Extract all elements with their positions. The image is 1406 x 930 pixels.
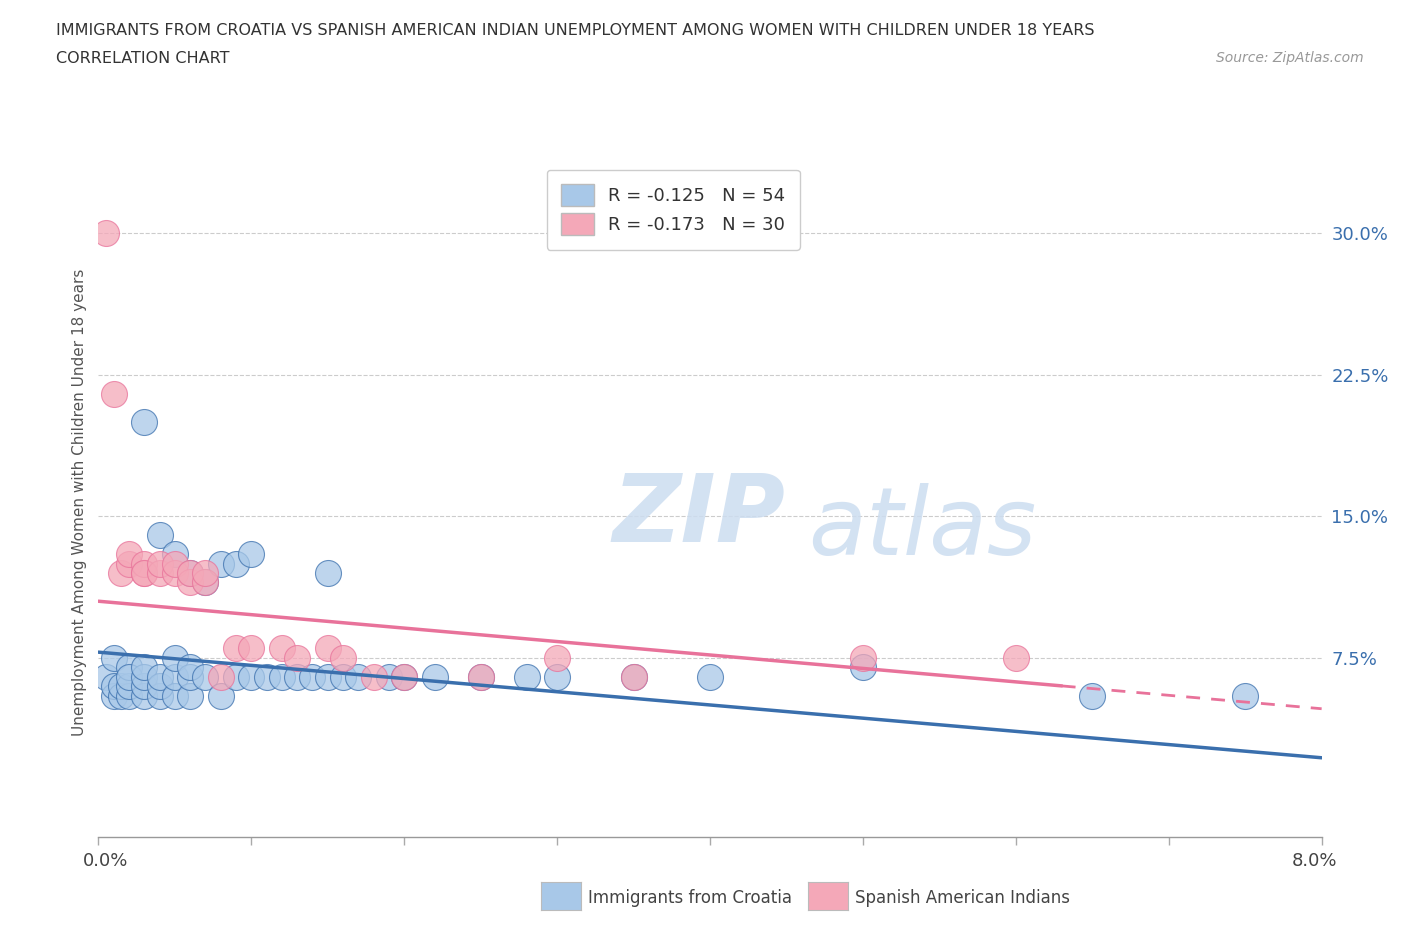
Point bbox=[118, 556, 141, 571]
Point bbox=[423, 670, 446, 684]
Point bbox=[316, 670, 339, 684]
Point bbox=[149, 670, 172, 684]
Point bbox=[118, 547, 141, 562]
Point bbox=[118, 659, 141, 674]
Point bbox=[1234, 688, 1257, 703]
Point bbox=[134, 688, 156, 703]
Point bbox=[94, 226, 117, 241]
Point bbox=[209, 670, 232, 684]
Point bbox=[179, 659, 201, 674]
Point bbox=[103, 688, 125, 703]
Point bbox=[225, 556, 247, 571]
Point bbox=[134, 679, 156, 694]
Point bbox=[270, 670, 294, 684]
Point bbox=[103, 679, 125, 694]
Point bbox=[163, 688, 186, 703]
Point bbox=[852, 650, 875, 665]
Point bbox=[94, 670, 117, 684]
Point bbox=[623, 670, 645, 684]
Point bbox=[149, 688, 172, 703]
Point bbox=[179, 670, 201, 684]
Point bbox=[179, 565, 201, 580]
Point bbox=[347, 670, 370, 684]
Point bbox=[163, 670, 186, 684]
Point bbox=[1004, 650, 1026, 665]
Point bbox=[392, 670, 416, 684]
Point bbox=[194, 575, 217, 590]
Text: 0.0%: 0.0% bbox=[83, 852, 128, 870]
Point bbox=[118, 679, 141, 694]
Point bbox=[149, 565, 172, 580]
Point bbox=[1081, 688, 1104, 703]
Point bbox=[209, 688, 232, 703]
Point bbox=[316, 641, 339, 656]
Point bbox=[240, 641, 263, 656]
Text: ZIP: ZIP bbox=[612, 470, 785, 562]
Point bbox=[470, 670, 492, 684]
Point bbox=[516, 670, 538, 684]
Point bbox=[103, 650, 125, 665]
Point bbox=[301, 670, 323, 684]
Point bbox=[134, 565, 156, 580]
Text: 8.0%: 8.0% bbox=[1292, 852, 1337, 870]
Point bbox=[149, 556, 172, 571]
Point bbox=[179, 575, 201, 590]
Point bbox=[163, 556, 186, 571]
Legend: R = -0.125   N = 54, R = -0.173   N = 30: R = -0.125 N = 54, R = -0.173 N = 30 bbox=[547, 170, 800, 250]
Text: atlas: atlas bbox=[808, 484, 1036, 575]
Point bbox=[256, 670, 278, 684]
Point bbox=[332, 650, 354, 665]
Point bbox=[378, 670, 401, 684]
Text: IMMIGRANTS FROM CROATIA VS SPANISH AMERICAN INDIAN UNEMPLOYMENT AMONG WOMEN WITH: IMMIGRANTS FROM CROATIA VS SPANISH AMERI… bbox=[56, 23, 1095, 38]
Point bbox=[546, 670, 568, 684]
Point bbox=[134, 565, 156, 580]
Point bbox=[134, 659, 156, 674]
Point bbox=[225, 670, 247, 684]
Point bbox=[546, 650, 568, 665]
Point bbox=[118, 670, 141, 684]
Point bbox=[225, 641, 247, 656]
Point bbox=[149, 527, 172, 542]
Point bbox=[363, 670, 385, 684]
Point bbox=[163, 565, 186, 580]
Point bbox=[209, 556, 232, 571]
Point bbox=[240, 670, 263, 684]
Point bbox=[392, 670, 416, 684]
Point bbox=[470, 670, 492, 684]
Point bbox=[103, 386, 125, 401]
Point bbox=[332, 670, 354, 684]
Point bbox=[134, 556, 156, 571]
Text: Spanish American Indians: Spanish American Indians bbox=[855, 889, 1070, 908]
Y-axis label: Unemployment Among Women with Children Under 18 years: Unemployment Among Women with Children U… bbox=[72, 269, 87, 736]
Point bbox=[194, 565, 217, 580]
Point bbox=[110, 679, 132, 694]
Point bbox=[118, 688, 141, 703]
Text: Immigrants from Croatia: Immigrants from Croatia bbox=[588, 889, 792, 908]
Point bbox=[163, 547, 186, 562]
Point bbox=[149, 679, 172, 694]
Text: Source: ZipAtlas.com: Source: ZipAtlas.com bbox=[1216, 51, 1364, 65]
Point bbox=[163, 650, 186, 665]
Point bbox=[134, 415, 156, 430]
Point bbox=[285, 670, 308, 684]
Point bbox=[623, 670, 645, 684]
Point bbox=[179, 565, 201, 580]
Point bbox=[240, 547, 263, 562]
Point bbox=[179, 688, 201, 703]
Point bbox=[316, 565, 339, 580]
Point bbox=[699, 670, 721, 684]
Point bbox=[852, 659, 875, 674]
Point bbox=[270, 641, 294, 656]
Point bbox=[134, 670, 156, 684]
Point bbox=[110, 688, 132, 703]
Text: CORRELATION CHART: CORRELATION CHART bbox=[56, 51, 229, 66]
Point bbox=[194, 575, 217, 590]
Point bbox=[285, 650, 308, 665]
Point bbox=[110, 565, 132, 580]
Point bbox=[194, 670, 217, 684]
